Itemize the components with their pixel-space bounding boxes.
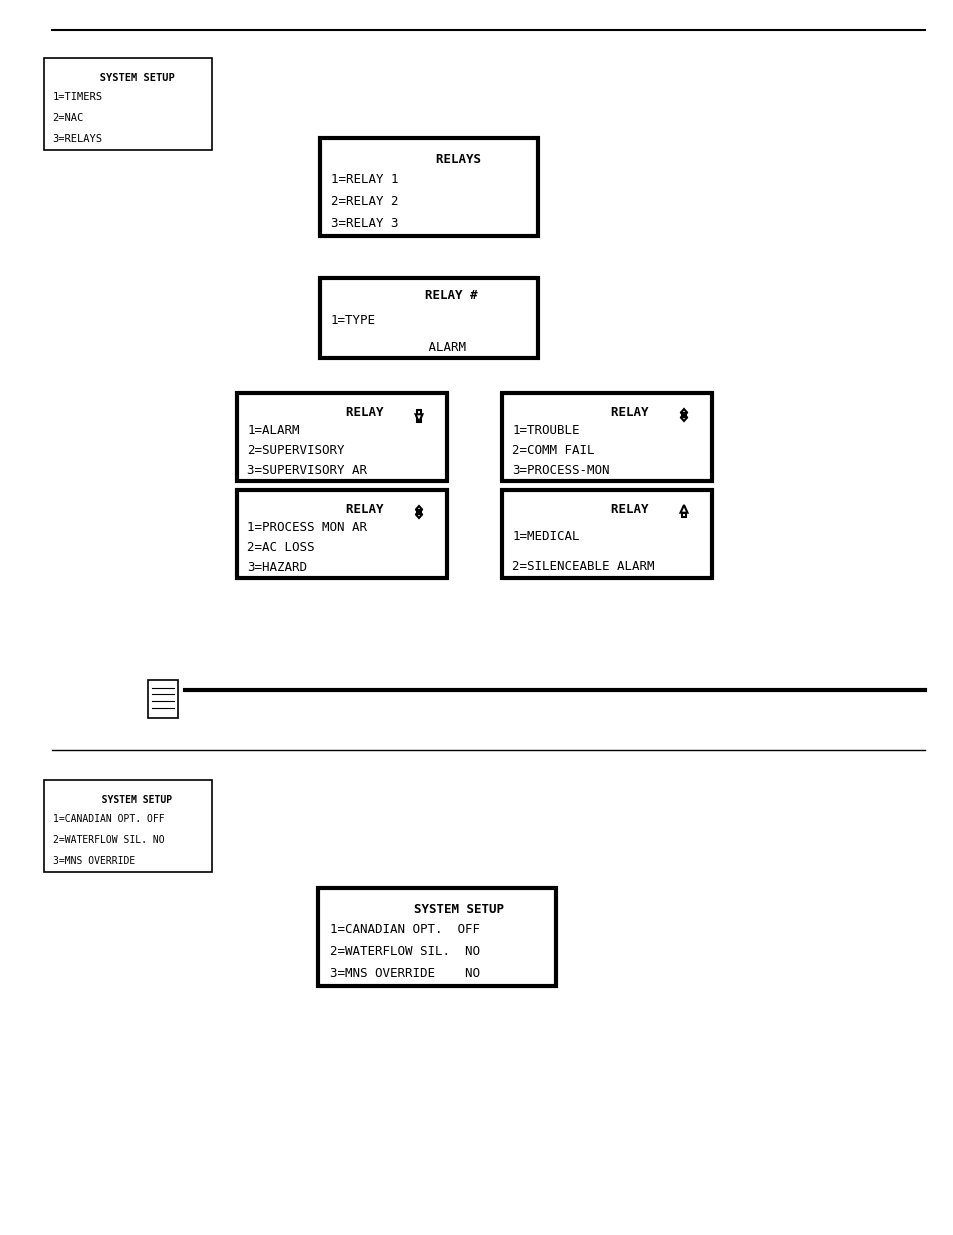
Polygon shape [679, 409, 687, 412]
Text: RELAY: RELAY [565, 503, 648, 516]
Bar [44, 58, 212, 149]
Text: 1=ALARM: 1=ALARM [247, 424, 299, 437]
Bar [416, 410, 420, 422]
Bar [44, 781, 212, 872]
Text: 3=PROCESS-MON: 3=PROCESS-MON [512, 463, 609, 477]
Polygon shape [416, 514, 422, 517]
Text: 2=RELAY 2: 2=RELAY 2 [331, 195, 397, 209]
Polygon shape [416, 414, 422, 422]
Text: 2=WATERFLOW SIL.  NO: 2=WATERFLOW SIL. NO [329, 945, 479, 958]
Text: 3=RELAY 3: 3=RELAY 3 [331, 217, 397, 231]
Text: 2=SILENCEABLE ALARM: 2=SILENCEABLE ALARM [512, 559, 654, 573]
Polygon shape [679, 417, 687, 421]
Text: 2=SUPERVISORY: 2=SUPERVISORY [247, 443, 345, 457]
Bar [236, 393, 447, 480]
Bar [501, 393, 711, 480]
Text: 1=MEDICAL: 1=MEDICAL [512, 530, 579, 543]
Text: 2=COMM FAIL: 2=COMM FAIL [512, 443, 595, 457]
Text: 1=CANADIAN OPT.  OFF: 1=CANADIAN OPT. OFF [329, 923, 479, 936]
Polygon shape [679, 505, 687, 513]
Text: 1=TROUBLE: 1=TROUBLE [512, 424, 579, 437]
Text: SYSTEM SETUP: SYSTEM SETUP [369, 903, 504, 916]
Bar [148, 680, 178, 718]
Text: 2=WATERFLOW SIL. NO: 2=WATERFLOW SIL. NO [52, 835, 164, 845]
Text: 3=MNS OVERRIDE: 3=MNS OVERRIDE [52, 856, 134, 866]
Text: ALARM: ALARM [331, 341, 465, 353]
Text: 1=CANADIAN OPT. OFF: 1=CANADIAN OPT. OFF [52, 814, 164, 824]
Text: SYSTEM SETUP: SYSTEM SETUP [81, 73, 174, 83]
Text: 2=AC LOSS: 2=AC LOSS [247, 541, 314, 553]
Text: 1=TIMERS: 1=TIMERS [52, 93, 103, 103]
Text: RELAY #: RELAY # [380, 289, 477, 303]
Polygon shape [416, 506, 422, 510]
Text: 2=NAC: 2=NAC [52, 112, 84, 122]
Text: RELAY: RELAY [565, 406, 648, 419]
Text: 1=TYPE: 1=TYPE [331, 314, 375, 326]
Text: 3=SUPERVISORY AR: 3=SUPERVISORY AR [247, 463, 367, 477]
Text: 3=RELAYS: 3=RELAYS [52, 133, 103, 143]
Bar [501, 490, 711, 578]
Bar [317, 888, 556, 986]
Bar [319, 278, 537, 358]
Text: RELAY: RELAY [300, 503, 383, 516]
Text: RELAYS: RELAYS [376, 153, 481, 165]
Text: 3=HAZARD: 3=HAZARD [247, 561, 307, 574]
Bar [236, 490, 447, 578]
Text: 1=RELAY 1: 1=RELAY 1 [331, 173, 397, 186]
Text: RELAY: RELAY [300, 406, 383, 419]
Bar [319, 138, 537, 236]
Text: SYSTEM SETUP: SYSTEM SETUP [84, 795, 172, 805]
Text: 3=MNS OVERRIDE    NO: 3=MNS OVERRIDE NO [329, 967, 479, 981]
Text: 1=PROCESS MON AR: 1=PROCESS MON AR [247, 521, 367, 534]
Bar [681, 513, 685, 517]
